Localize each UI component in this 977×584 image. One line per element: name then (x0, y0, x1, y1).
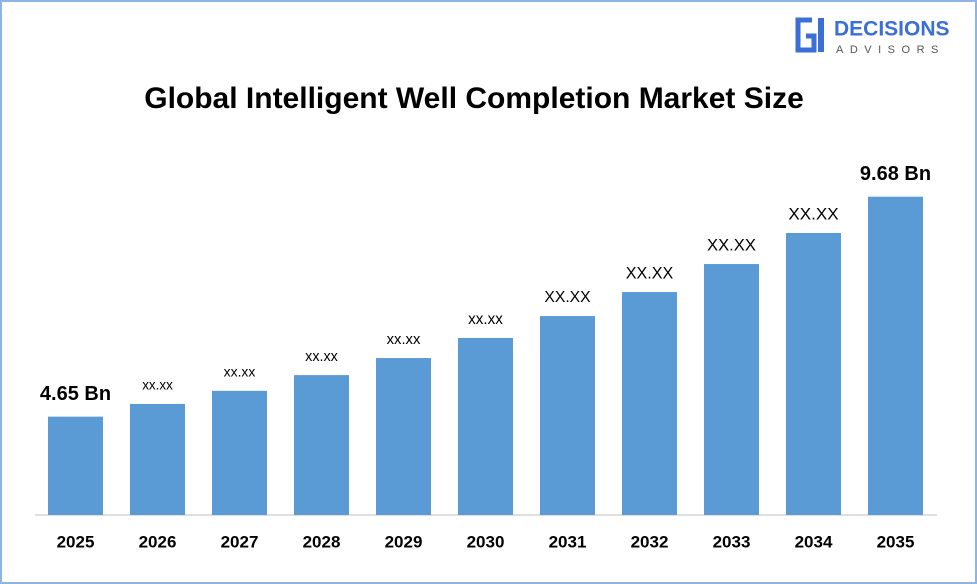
x-tick-label: 2025 (57, 532, 95, 551)
value-label: XX.XX (707, 235, 756, 254)
bar (540, 316, 595, 515)
x-tick-label: 2032 (631, 532, 669, 551)
value-label: xx.xx (305, 349, 339, 365)
x-tick-label: 2026 (139, 532, 177, 551)
logo-icon-bar (818, 18, 824, 52)
value-label: xx.xx (224, 364, 256, 380)
value-label: XX.XX (626, 264, 674, 282)
x-tick-label: 2033 (713, 532, 751, 551)
bar (786, 233, 841, 515)
bar (212, 390, 267, 515)
value-label: xx.xx (387, 332, 421, 348)
bar (130, 403, 185, 515)
value-label: 4.65 Bn (40, 383, 111, 405)
logo-icon (795, 17, 817, 53)
logo-tagline: ADVISORS (836, 44, 945, 56)
x-tick-label: 2030 (467, 532, 505, 551)
logo-name: DECISIONS (834, 18, 950, 41)
x-tick-label: 2027 (221, 532, 259, 551)
bar (458, 337, 513, 515)
bar (622, 292, 677, 515)
value-label: 9.68 Bn (860, 163, 931, 185)
x-tick-label: 2031 (549, 532, 587, 551)
bar (48, 416, 103, 515)
x-tick-label: 2028 (303, 532, 341, 551)
bar (294, 375, 349, 515)
x-tick-label: 2029 (385, 532, 423, 551)
bar (868, 196, 923, 516)
logo: DECISIONS ADVISORS (795, 17, 950, 56)
x-tick-label: 2034 (795, 532, 833, 551)
value-label: XX.XX (788, 205, 838, 224)
chart-title: Global Intelligent Well Completion Marke… (144, 82, 804, 115)
value-label: xx.xx (468, 311, 503, 328)
value-label: xx.xx (142, 377, 173, 392)
x-tick-label: 2035 (877, 532, 915, 551)
bar (704, 264, 759, 515)
bar (376, 358, 431, 515)
value-label: XX.XX (544, 289, 591, 306)
